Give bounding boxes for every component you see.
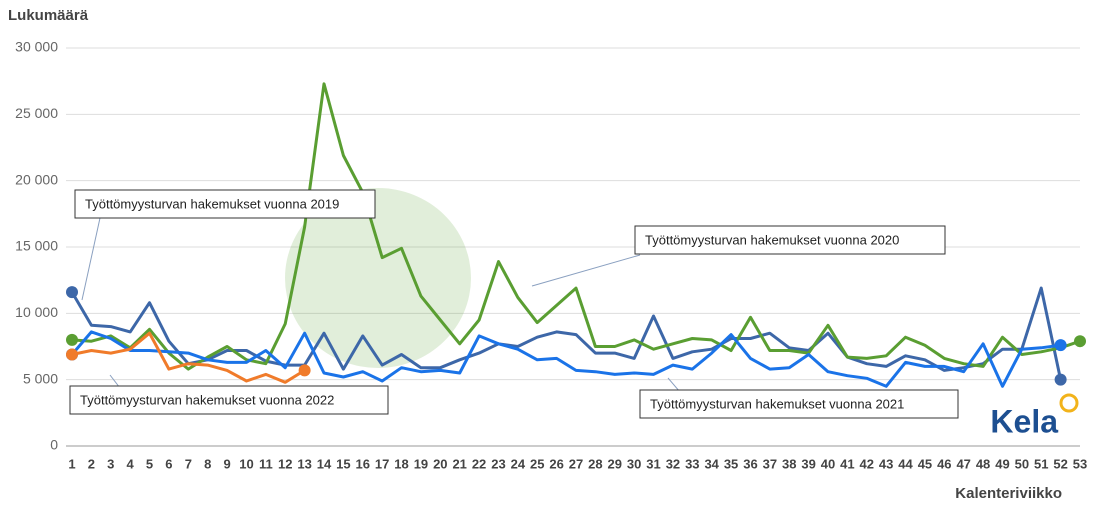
x-tick-label: 9 — [223, 456, 230, 471]
end-dot — [1054, 373, 1067, 386]
end-dot — [1074, 335, 1086, 348]
x-tick-label: 15 — [336, 456, 350, 471]
callout-line — [81, 217, 101, 301]
x-tick-label: 7 — [185, 456, 192, 471]
x-tick-label: 41 — [840, 456, 854, 471]
callout-box — [634, 225, 946, 255]
x-tick-label: 13 — [297, 456, 311, 471]
y-tick-label: 5 000 — [23, 370, 58, 386]
end-dot — [66, 333, 78, 346]
legend-entry: Työttömyysturvan hakemukset vuonna 2019 — [85, 196, 339, 211]
callout-box — [639, 389, 959, 419]
x-tick-label: 42 — [860, 456, 874, 471]
legend-entry: Työttömyysturvan hakemukset vuonna 2022 — [80, 392, 334, 407]
x-tick-label: 53 — [1073, 456, 1087, 471]
x-tick-label: 27 — [569, 456, 583, 471]
x-tick-label: 20 — [433, 456, 447, 471]
x-tick-label: 25 — [530, 456, 544, 471]
x-tick-label: 32 — [666, 456, 680, 471]
callout-box — [69, 385, 389, 415]
series-line — [70, 286, 1063, 381]
legend-entry: Työttömyysturvan hakemukset vuonna 2021 — [650, 396, 904, 411]
y-tick-label: 15 000 — [15, 238, 58, 254]
x-tick-label: 50 — [1015, 456, 1029, 471]
x-tick-label: 33 — [685, 456, 699, 471]
x-tick-label: 11 — [259, 456, 273, 471]
y-tick-label: 20 000 — [15, 171, 58, 187]
x-tick-label: 8 — [204, 456, 211, 471]
x-tick-label: 21 — [452, 456, 466, 471]
x-tick-label: 52 — [1053, 456, 1067, 471]
x-tick-label: 38 — [782, 456, 796, 471]
x-tick-label: 28 — [588, 456, 602, 471]
x-tick-label: 48 — [976, 456, 990, 471]
x-tick-label: 36 — [743, 456, 757, 471]
y-tick-label: 0 — [50, 437, 58, 453]
highlight-circle — [285, 188, 471, 368]
y-tick-label: 10 000 — [15, 304, 58, 320]
x-tick-label: 18 — [394, 456, 408, 471]
series-line — [70, 330, 1061, 388]
x-tick-label: 14 — [317, 456, 332, 471]
x-tick-label: 49 — [995, 456, 1009, 471]
x-tick-label: 29 — [608, 456, 622, 471]
x-tick-label: 5 — [146, 456, 153, 471]
end-dot — [1054, 339, 1067, 352]
x-tick-label: 23 — [491, 456, 505, 471]
y-tick-label: 30 000 — [15, 39, 58, 55]
series-line — [71, 331, 306, 384]
x-tick-label: 51 — [1034, 456, 1048, 471]
callout-box — [74, 189, 376, 219]
legend-entry: Työttömyysturvan hakemukset vuonna 2020 — [645, 232, 899, 247]
x-tick-label: 12 — [278, 456, 292, 471]
x-tick-label: 4 — [127, 456, 135, 471]
x-tick-label: 39 — [801, 456, 815, 471]
x-tick-label: 40 — [821, 456, 835, 471]
x-tick-label: 3 — [107, 456, 114, 471]
x-tick-label: 47 — [956, 456, 970, 471]
x-axis-label: Kalenteriviikko — [955, 485, 1062, 502]
x-tick-label: 6 — [165, 456, 172, 471]
x-tick-label: 43 — [879, 456, 893, 471]
x-tick-label: 22 — [472, 456, 486, 471]
y-tick-label: 25 000 — [15, 105, 58, 121]
logo-icon — [1059, 393, 1079, 413]
series-line — [71, 82, 1081, 371]
x-tick-label: 26 — [549, 456, 563, 471]
x-tick-label: 46 — [937, 456, 951, 471]
x-tick-label: 2 — [88, 456, 95, 471]
callout-line — [531, 254, 641, 287]
x-tick-label: 24 — [511, 456, 526, 471]
end-dot — [298, 364, 311, 377]
x-tick-label: 30 — [627, 456, 641, 471]
logo: Kela — [990, 403, 1058, 439]
x-tick-label: 10 — [239, 456, 253, 471]
x-tick-label: 31 — [646, 456, 660, 471]
x-tick-label: 45 — [918, 456, 932, 471]
x-tick-label: 34 — [704, 456, 719, 471]
x-tick-label: 44 — [898, 456, 913, 471]
x-tick-label: 1 — [68, 456, 75, 471]
x-tick-label: 37 — [763, 456, 777, 471]
x-tick-label: 35 — [724, 456, 738, 471]
end-dot — [66, 348, 78, 361]
x-tick-label: 17 — [375, 456, 389, 471]
end-dot — [66, 286, 78, 299]
x-tick-label: 19 — [414, 456, 428, 471]
y-axis-label: Lukumäärä — [8, 7, 89, 24]
x-tick-label: 16 — [356, 456, 370, 471]
